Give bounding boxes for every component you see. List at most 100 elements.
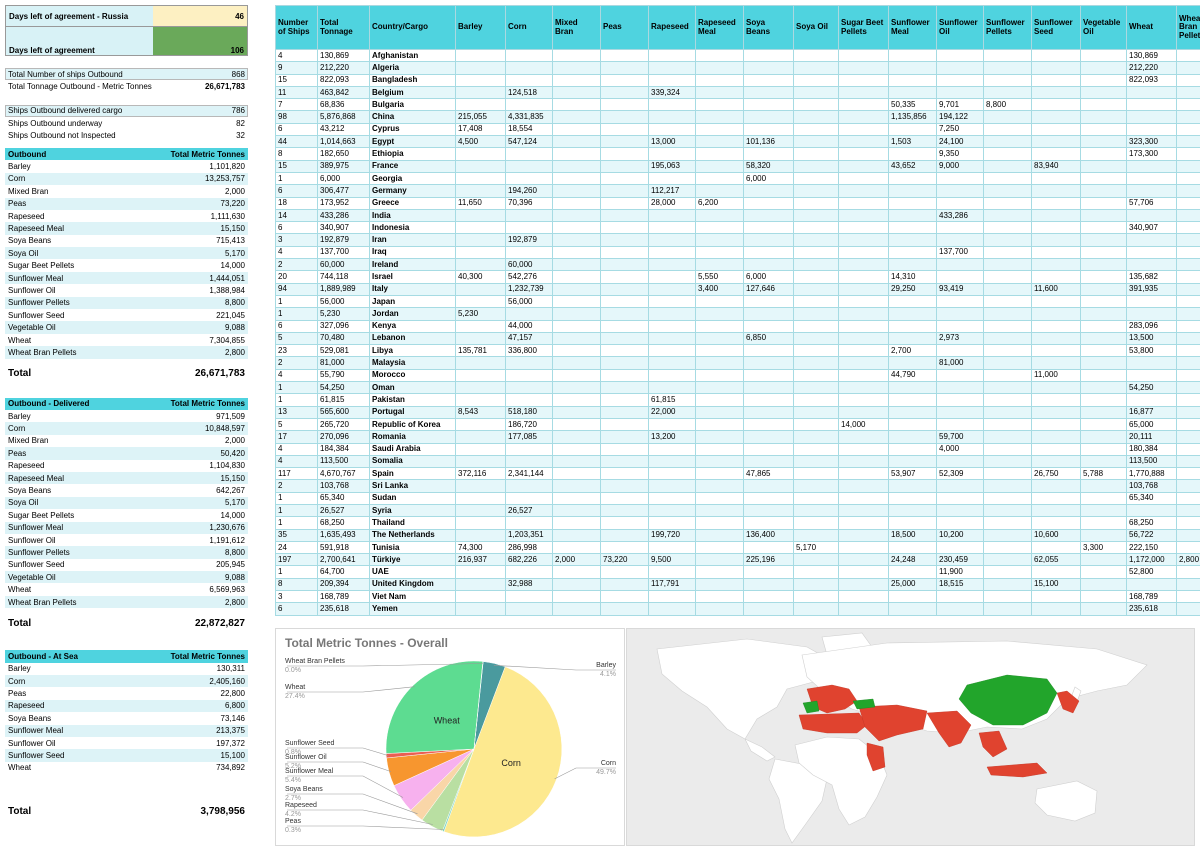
country-cell: Republic of Korea bbox=[369, 417, 456, 432]
cargo-cell bbox=[983, 491, 1032, 505]
cargo-cell bbox=[648, 503, 696, 518]
cargo-cell bbox=[1031, 381, 1081, 395]
cargo-cell bbox=[1031, 331, 1081, 346]
country-cell: India bbox=[369, 208, 456, 223]
cargo-cell: 3,300 bbox=[1080, 540, 1127, 555]
cargo-cell: 24,100 bbox=[936, 135, 984, 149]
cargo-cell bbox=[695, 503, 744, 518]
pie-slice-wheat[interactable] bbox=[385, 660, 484, 754]
cargo-cell bbox=[505, 208, 553, 223]
slice-pct-sunflower-seed: 0.8% bbox=[285, 749, 301, 756]
cargo-cell bbox=[552, 221, 601, 235]
cargo-cell bbox=[983, 516, 1032, 530]
tonnage-cell: 103,768 bbox=[317, 479, 370, 493]
cargo-cell bbox=[1080, 368, 1127, 383]
delivered-title: Outbound - Delivered bbox=[8, 399, 90, 409]
cargo-tonnes: 6,800 bbox=[224, 701, 245, 711]
south-asia-importers bbox=[926, 710, 972, 748]
cargo-cell bbox=[1031, 307, 1081, 321]
cargo-cell bbox=[552, 417, 601, 432]
list-item: Sunflower Meal 213,375 bbox=[5, 724, 248, 737]
cargo-cell bbox=[838, 516, 889, 530]
cargo-cell bbox=[455, 331, 506, 346]
cargo-cell bbox=[695, 48, 744, 63]
cargo-cell: 682,226 bbox=[505, 553, 553, 567]
list-item: Sunflower Oil 1,191,612 bbox=[5, 534, 248, 546]
cargo-cell bbox=[1176, 147, 1200, 161]
days-left-agreement: Days left of agreement 106 bbox=[5, 27, 248, 56]
cargo-cell: 212,220 bbox=[1126, 61, 1177, 75]
cargo-cell: 194,260 bbox=[505, 184, 553, 198]
cargo-cell bbox=[743, 85, 794, 100]
cargo-cell: 25,000 bbox=[888, 577, 937, 592]
list-item: Soya Oil 5,170 bbox=[5, 496, 248, 510]
country-cell: Afghanistan bbox=[369, 48, 456, 63]
cargo-cell bbox=[695, 491, 744, 505]
ships-cell: 1 bbox=[275, 381, 318, 395]
cargo-cell bbox=[838, 147, 889, 161]
slice-pct-sunflower-meal: 5.4% bbox=[285, 777, 301, 784]
column-header-barley: Barley bbox=[455, 5, 506, 50]
cargo-tonnes: 1,191,612 bbox=[209, 535, 245, 545]
cargo-cell bbox=[552, 171, 601, 186]
callout-line-wheat bbox=[287, 686, 415, 693]
pie-slice-wheat-bran-pellets[interactable] bbox=[473, 661, 484, 750]
cargo-cell bbox=[552, 503, 601, 518]
cargo-cell bbox=[793, 528, 839, 542]
callout-line-sunflower-seed bbox=[287, 747, 389, 756]
tonnage-cell: 270,096 bbox=[317, 430, 370, 444]
country-cell: Oman bbox=[369, 381, 456, 395]
cargo-cell bbox=[1080, 61, 1127, 75]
cargo-cell bbox=[983, 577, 1032, 592]
not-inspected-row: Ships Outbound not Inspected 32 bbox=[5, 130, 248, 142]
table-row: 15 389,975 France 195,063 58,320 43,652 9,000 8… bbox=[275, 159, 1200, 173]
cargo-cell: 101,136 bbox=[743, 135, 794, 149]
cargo-cell bbox=[888, 122, 937, 137]
cargo-cell bbox=[1126, 110, 1177, 124]
not-inspected-label: Ships Outbound not Inspected bbox=[8, 131, 116, 141]
cargo-cell: 40,300 bbox=[455, 270, 506, 284]
cargo-cell: 180,384 bbox=[1126, 442, 1177, 456]
cargo-cell bbox=[743, 590, 794, 604]
cargo-cell bbox=[983, 85, 1032, 100]
cargo-cell: 44,000 bbox=[505, 319, 553, 333]
country-cell: Thailand bbox=[369, 516, 456, 530]
cargo-cell bbox=[600, 417, 649, 432]
table-row: 4 55,790 Morocco 44,790 11,000 bbox=[275, 368, 1200, 383]
cargo-cell bbox=[1176, 294, 1200, 309]
ships-cell: 4 bbox=[275, 442, 318, 456]
ships-cell: 1 bbox=[275, 516, 318, 530]
cargo-cell bbox=[505, 590, 553, 604]
cargo-cell bbox=[1080, 491, 1127, 505]
delivered-ships-value: 786 bbox=[231, 106, 245, 116]
cargo-cell bbox=[600, 85, 649, 100]
table-row: 3 168,789 Viet Nam 168,789 bbox=[275, 590, 1200, 604]
cargo-cell bbox=[743, 430, 794, 444]
cargo-cell bbox=[936, 61, 984, 75]
cargo-cell bbox=[888, 85, 937, 100]
cargo-cell bbox=[983, 135, 1032, 149]
ships-cell: 7 bbox=[275, 98, 318, 112]
pie-slice-corn[interactable] bbox=[443, 666, 563, 838]
cargo-cell bbox=[455, 171, 506, 186]
cargo-cell bbox=[983, 417, 1032, 432]
cargo-tonnes: 2,800 bbox=[224, 347, 245, 357]
cargo-cell bbox=[983, 344, 1032, 358]
cargo-cell bbox=[552, 184, 601, 198]
slice-pct-wheat: 27.4% bbox=[285, 693, 305, 700]
cargo-cell bbox=[1176, 196, 1200, 210]
cargo-cell bbox=[1031, 356, 1081, 370]
cargo-name: Rapeseed bbox=[8, 461, 45, 471]
cargo-cell bbox=[505, 516, 553, 530]
cargo-cell bbox=[743, 110, 794, 124]
cargo-cell bbox=[838, 196, 889, 210]
ships-cell: 24 bbox=[275, 540, 318, 555]
cargo-cell bbox=[648, 270, 696, 284]
cargo-cell bbox=[1031, 442, 1081, 456]
cargo-cell bbox=[983, 442, 1032, 456]
cargo-cell bbox=[1176, 221, 1200, 235]
cargo-cell bbox=[888, 233, 937, 247]
tonnage-cell: 235,618 bbox=[317, 602, 370, 616]
cargo-cell bbox=[1031, 430, 1081, 444]
cargo-cell bbox=[455, 491, 506, 505]
